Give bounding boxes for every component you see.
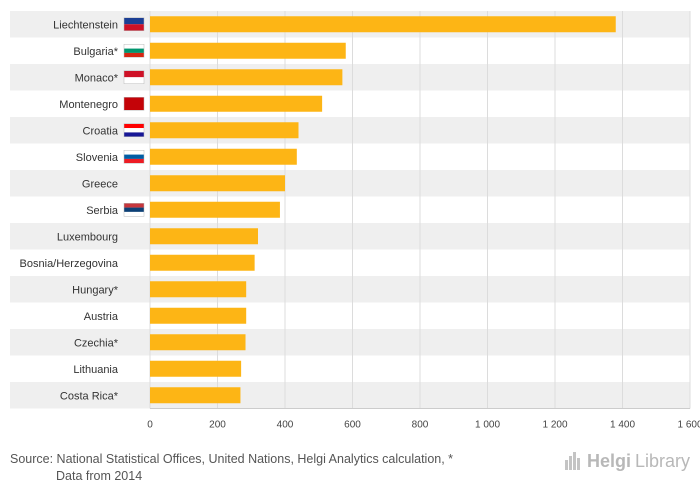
bar xyxy=(150,201,280,218)
category-label: Czechia* xyxy=(74,337,119,349)
row-band xyxy=(10,64,690,91)
bar-chart: Liechtenstein Bulgaria* Monaco* Montenegro C… xyxy=(10,11,700,431)
bar xyxy=(150,360,242,377)
row-band xyxy=(10,329,690,356)
category-label: Monaco* xyxy=(75,72,119,84)
helgi-library-logo: Helgi Library xyxy=(564,450,690,472)
x-tick-label: 1 000 xyxy=(475,420,500,431)
bulgaria-flag-icon xyxy=(123,44,145,58)
bar xyxy=(150,387,241,404)
logo-text-library: Library xyxy=(634,450,690,471)
x-tick-label: 1 400 xyxy=(610,420,635,431)
row-band xyxy=(10,276,690,303)
category-label: Lithuania xyxy=(73,364,119,376)
row-band xyxy=(10,223,690,250)
montenegro-flag-icon xyxy=(123,97,145,111)
x-tick-label: 1 600 xyxy=(677,420,700,431)
source-line-1: Source: National Statistical Offices, Un… xyxy=(10,452,454,466)
bar xyxy=(150,307,247,324)
x-tick-label: 600 xyxy=(344,420,361,431)
serbia-flag-icon xyxy=(123,203,145,217)
liechtenstein-flag-icon xyxy=(123,17,145,31)
category-label: Luxembourg xyxy=(57,231,118,243)
logo-text-helgi: Helgi xyxy=(586,450,631,471)
library-icon xyxy=(564,452,583,470)
category-label: Hungary* xyxy=(72,284,119,296)
bar xyxy=(150,69,343,86)
croatia-flag-icon xyxy=(123,123,145,137)
category-label: Greece xyxy=(82,178,118,190)
row-band xyxy=(10,170,690,197)
bar xyxy=(150,281,247,298)
bar xyxy=(150,42,346,59)
x-tick-label: 400 xyxy=(277,420,294,431)
bar xyxy=(150,334,246,351)
source-note: Source: National Statistical Offices, Un… xyxy=(10,451,550,485)
category-label: Montenegro xyxy=(59,99,118,111)
source-line-2: Data from 2014 xyxy=(56,469,143,483)
bar xyxy=(150,254,255,271)
category-label: Croatia xyxy=(83,125,119,137)
category-label: Liechtenstein xyxy=(53,19,118,31)
category-label: Slovenia xyxy=(76,152,119,164)
bar xyxy=(150,122,299,139)
category-label: Bosnia/Herzegovina xyxy=(20,258,119,270)
category-label: Austria xyxy=(84,311,119,323)
x-tick-label: 1 200 xyxy=(542,420,567,431)
bar xyxy=(150,148,297,165)
x-tick-label: 200 xyxy=(209,420,226,431)
bar xyxy=(150,16,616,33)
x-tick-label: 0 xyxy=(147,420,153,431)
x-tick-label: 800 xyxy=(412,420,429,431)
bar xyxy=(150,95,323,112)
category-label: Costa Rica* xyxy=(60,390,119,402)
bar xyxy=(150,228,258,245)
bar xyxy=(150,175,285,192)
row-band xyxy=(10,382,690,409)
category-label: Serbia xyxy=(86,205,119,217)
monaco-flag-icon xyxy=(123,70,145,84)
category-label: Bulgaria* xyxy=(73,46,118,58)
row-band xyxy=(10,117,690,144)
slovenia-flag-icon xyxy=(123,150,145,164)
